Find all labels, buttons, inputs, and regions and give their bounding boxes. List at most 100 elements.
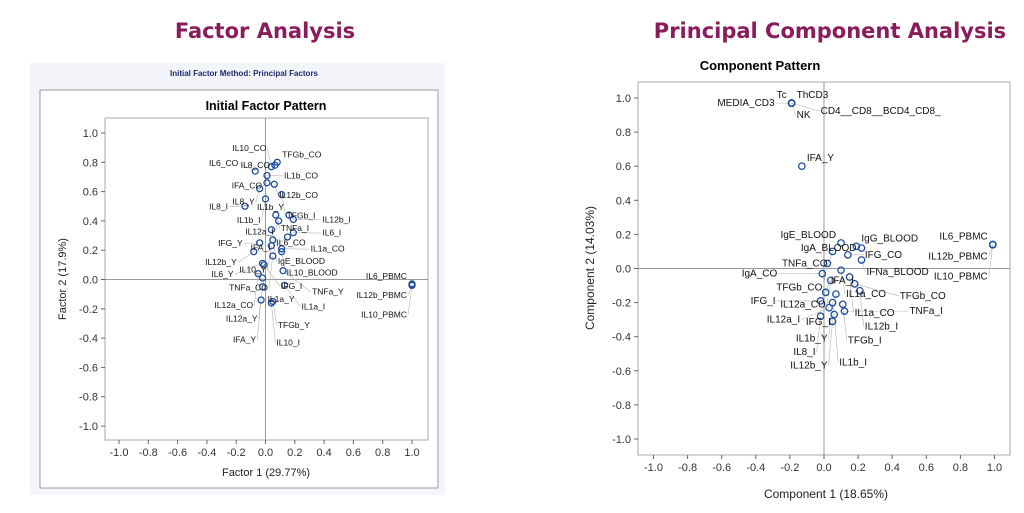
point-label: IL1b_I bbox=[839, 358, 867, 369]
y-tick-label: -0.4 bbox=[79, 333, 98, 345]
point-label: IL12b_CO bbox=[279, 190, 318, 200]
x-tick-label: -0.8 bbox=[678, 462, 697, 474]
factor-chart-title: Initial Factor Pattern bbox=[206, 99, 327, 113]
point-label: IL8_Y bbox=[232, 197, 255, 207]
point-label: IFA_Y bbox=[233, 335, 256, 345]
point-label: IL6_CO bbox=[276, 238, 306, 248]
point-label: IL6_PBMC bbox=[366, 271, 407, 281]
point-label: IL1b_I bbox=[237, 215, 261, 225]
point-label: IgG_BLOOD bbox=[861, 233, 918, 244]
right-heading: Principal Component Analysis bbox=[654, 19, 1006, 43]
point-label: IgE_BLOOD bbox=[278, 256, 325, 266]
y-tick-label: -1.0 bbox=[612, 434, 631, 446]
point-label: IL6_Y bbox=[211, 269, 234, 279]
y-tick-label: 0.8 bbox=[83, 157, 98, 169]
point-label: IgA_CO bbox=[742, 269, 778, 280]
point-label: TNFa_I bbox=[909, 306, 942, 317]
point-label: ThCD3 bbox=[797, 90, 829, 101]
y-tick-label: -0.4 bbox=[612, 332, 631, 344]
x-tick-label: 0.0 bbox=[816, 462, 831, 474]
point-label: IL10_CO bbox=[232, 143, 266, 153]
y-tick-label: -0.6 bbox=[612, 366, 631, 378]
point-label: TFGb_CO bbox=[900, 291, 946, 302]
point-label: IL8_I bbox=[793, 347, 815, 358]
point-label: TNFa_CO bbox=[782, 258, 828, 269]
y-tick-label: -0.2 bbox=[612, 298, 631, 310]
point-label: IL12b_PBMC bbox=[356, 290, 407, 300]
point-label: TFGb_I bbox=[848, 335, 882, 346]
point-label: IL1a_I bbox=[302, 301, 326, 311]
x-tick-label: 0.8 bbox=[953, 462, 968, 474]
x-tick-label: -0.8 bbox=[139, 447, 158, 459]
point-label: CD4__CD8__BCD4_CD8_ bbox=[821, 106, 941, 117]
point-label: IFG_I bbox=[281, 281, 302, 291]
x-axis-label: Component 1 (18.65%) bbox=[764, 487, 888, 501]
y-tick-label: 1.0 bbox=[616, 93, 631, 105]
y-tick-label: 0.6 bbox=[83, 187, 98, 199]
y-tick-label: 0.4 bbox=[616, 195, 631, 207]
point-label: IL12b_PBMC bbox=[928, 252, 987, 263]
point-label: TFGb_I bbox=[287, 211, 316, 221]
point-label: MEDIA_CD3 bbox=[717, 98, 775, 109]
x-tick-label: 1.0 bbox=[987, 462, 1002, 474]
y-axis-label: Component 2 (14.03%) bbox=[583, 206, 597, 330]
point-label: IL1b_Y bbox=[796, 334, 828, 345]
point-label: IFA_Y bbox=[807, 153, 835, 164]
x-tick-label: 0.4 bbox=[885, 462, 900, 474]
x-tick-label: -0.4 bbox=[197, 447, 216, 459]
y-tick-label: -0.8 bbox=[612, 400, 631, 412]
point-label: IL12a_CO bbox=[780, 299, 826, 310]
point-label: IL12b_Y bbox=[790, 360, 828, 371]
point-label: IFG_Y bbox=[218, 238, 243, 248]
x-tick-label: -1.0 bbox=[110, 447, 129, 459]
y-tick-label: 0.6 bbox=[616, 161, 631, 173]
x-tick-label: 1.0 bbox=[404, 447, 419, 459]
y-tick-label: -0.2 bbox=[79, 304, 98, 316]
x-tick-label: 0.2 bbox=[287, 447, 302, 459]
point-label: TNFa_I bbox=[281, 223, 309, 233]
x-tick-label: 0.8 bbox=[375, 447, 390, 459]
point-label: IL10_PBMC bbox=[361, 309, 407, 319]
y-tick-label: 0.2 bbox=[616, 229, 631, 241]
point-label: IL8_CO bbox=[241, 160, 271, 170]
y-axis-label: Factor 2 (17.9%) bbox=[57, 238, 69, 320]
x-tick-label: -0.2 bbox=[780, 462, 799, 474]
point-label: IFNa_BLOOD bbox=[867, 267, 929, 278]
y-tick-label: -0.6 bbox=[79, 362, 98, 374]
point-label: IL1a_CO bbox=[311, 244, 345, 254]
point-label: TNFa_Y bbox=[312, 287, 344, 297]
point-label: IL10_PBMC bbox=[934, 272, 988, 283]
point-label: NK bbox=[797, 110, 811, 121]
point-label: IFG_I bbox=[751, 296, 776, 307]
x-tick-label: 0.4 bbox=[316, 447, 331, 459]
point-label: IFA_I bbox=[251, 243, 271, 253]
point-label: TFGb_CO bbox=[776, 282, 822, 293]
point-label: TFGb_CO bbox=[282, 149, 322, 159]
point-label: IFA_I bbox=[831, 275, 854, 286]
factor-subtitle: Initial Factor Method: Principal Factors bbox=[170, 69, 319, 78]
x-tick-label: -0.2 bbox=[227, 447, 246, 459]
y-tick-label: -1.0 bbox=[79, 421, 98, 433]
point-label: IL12b_I bbox=[322, 214, 350, 224]
point-label: IFG_I bbox=[806, 317, 831, 328]
point-label: IL10_BLOOD bbox=[287, 268, 338, 278]
point-label: IL10_Y bbox=[239, 264, 266, 274]
point-label: IL8_I bbox=[209, 201, 228, 211]
x-tick-label: -1.0 bbox=[644, 462, 663, 474]
y-tick-label: 0.0 bbox=[616, 264, 631, 276]
point-label: IgA_BLOOD bbox=[801, 243, 857, 254]
x-tick-label: 0.6 bbox=[919, 462, 934, 474]
point-label: IFA_CO bbox=[232, 180, 263, 190]
point-label: IL1a_Y bbox=[268, 294, 295, 304]
point-label: IL10_I bbox=[276, 337, 300, 347]
point-label: IL1a_CO bbox=[846, 289, 886, 300]
x-tick-label: -0.6 bbox=[168, 447, 187, 459]
point-label: IL6_PBMC bbox=[939, 232, 987, 243]
left-heading: Factor Analysis bbox=[175, 19, 355, 43]
point-label: IFG_CO bbox=[865, 250, 902, 261]
x-tick-label: -0.4 bbox=[746, 462, 765, 474]
point-label: IL1a_CO bbox=[855, 308, 895, 319]
component-pattern-plot: -1.0-1.0-0.8-0.8-0.6-0.6-0.4-0.4-0.2-0.2… bbox=[583, 82, 1010, 501]
point-label: IL1b_CO bbox=[284, 170, 318, 180]
point-label: IL12a_I bbox=[767, 315, 800, 326]
